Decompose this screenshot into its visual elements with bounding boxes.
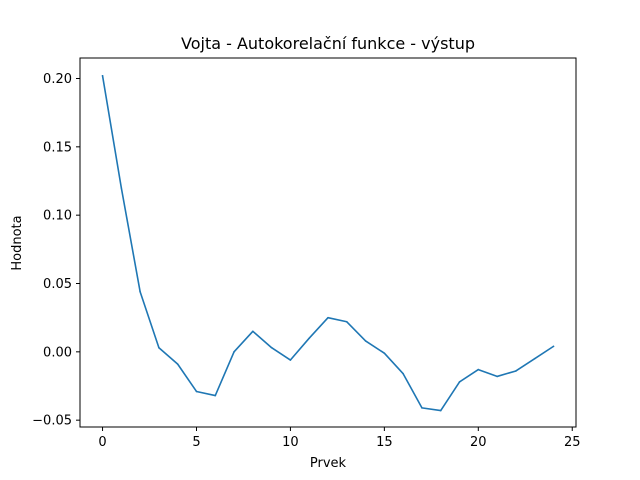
- data-point: [139, 290, 141, 293]
- data-point: [120, 187, 123, 189]
- x-tick-label: 10: [282, 435, 299, 450]
- y-tick-label: 0.10: [43, 209, 72, 224]
- x-tick-label: 5: [192, 435, 200, 450]
- data-point: [421, 407, 423, 409]
- x-tick-label: 15: [376, 435, 393, 450]
- y-tick-label: 0.00: [43, 345, 72, 360]
- data-point: [345, 320, 348, 323]
- data-point: [233, 351, 235, 353]
- plot-layer: [101, 74, 555, 412]
- data-point: [252, 330, 254, 333]
- data-point: [176, 363, 179, 365]
- ticks-layer: 0 5 10 15 20 25 −0.05 0.00 0.05 0.10 0.15 0.20: [32, 72, 580, 450]
- data-point: [214, 394, 217, 397]
- x-axis-label: Prvek: [310, 456, 347, 471]
- y-axis-label: Hodnota: [10, 215, 25, 270]
- data-point: [496, 375, 498, 378]
- y-tick-label: 0.15: [43, 140, 72, 155]
- chart-title: Vojta - Autokorelační funkce - výstup: [181, 34, 475, 53]
- data-point: [552, 345, 555, 348]
- data-point: [515, 370, 517, 372]
- data-point: [364, 340, 367, 342]
- data-point: [458, 381, 461, 383]
- data-point: [270, 346, 273, 349]
- data-point: [289, 359, 292, 361]
- plot-frame: [79, 57, 577, 428]
- data-point: [383, 352, 386, 355]
- x-tick-label: 0: [98, 435, 106, 450]
- data-point: [308, 337, 311, 339]
- y-tick-label: −0.05: [32, 414, 72, 429]
- x-tick-label: 25: [564, 435, 581, 450]
- data-point: [327, 316, 329, 319]
- data-point: [439, 409, 442, 412]
- data-point: [402, 372, 404, 375]
- data-point: [158, 346, 160, 349]
- x-tick-label: 20: [470, 435, 487, 450]
- data-point: [101, 74, 104, 77]
- y-tick-label: 0.05: [43, 277, 72, 292]
- y-tick-label: 0.20: [43, 72, 72, 87]
- data-point: [195, 390, 198, 393]
- data-point: [477, 368, 480, 371]
- data-point: [533, 357, 536, 360]
